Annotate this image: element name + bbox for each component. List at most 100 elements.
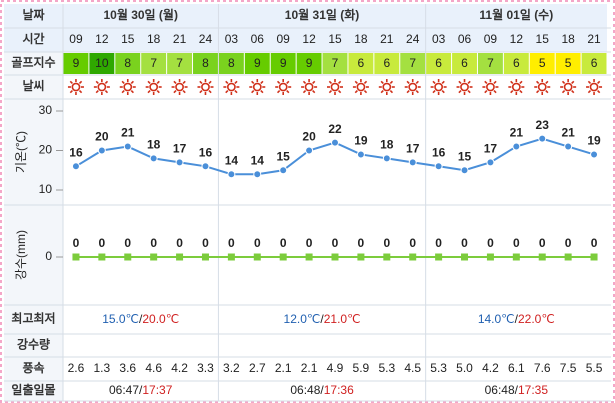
value-label: 0 [254, 236, 261, 250]
sun-ray [380, 89, 384, 94]
time-label: 09 [277, 32, 291, 46]
sun-times: 06:47/17:37 [109, 383, 173, 397]
golf-index: 6 [435, 56, 442, 70]
row-label: 시간 [22, 31, 44, 46]
sun-ray [251, 89, 255, 94]
min-max: 12.0℃/21.0℃ [284, 312, 361, 326]
sun-icon [430, 79, 447, 95]
golf-cell [400, 53, 426, 74]
time-label: 21 [380, 32, 394, 46]
sun-core [563, 82, 573, 92]
row-label: 풍속 [22, 361, 44, 375]
sun-ray [130, 80, 134, 85]
max-temp: 22.0℃ [518, 312, 555, 326]
golf-index: 5 [539, 56, 546, 70]
value-label: 0 [487, 236, 494, 250]
point [253, 170, 262, 179]
sunset: 17:37 [142, 383, 172, 397]
sun-ray [182, 80, 186, 85]
row-label: 일출일몰 [11, 382, 55, 397]
row-label: 골프지수 [11, 55, 55, 70]
sun-ray [312, 89, 316, 94]
time-label: 18 [354, 32, 368, 46]
value-label: 0 [591, 236, 598, 250]
sun-ray [597, 89, 601, 94]
wind-value: 5.3 [378, 361, 395, 375]
day-label: 11월 01일 (수) [479, 7, 553, 22]
point [305, 253, 313, 261]
row-label: 최고최저 [11, 311, 55, 326]
min-temp: 14.0℃ [478, 312, 515, 326]
sun-core [434, 82, 444, 92]
golf-cell [426, 53, 452, 74]
sun-core [486, 82, 495, 92]
point [538, 134, 547, 143]
sun-ray [156, 89, 160, 94]
sun-core [123, 82, 133, 92]
sun-ray [182, 89, 186, 94]
value-label: 20 [95, 130, 109, 144]
sunrise: 06:48 [485, 383, 515, 397]
sun-ray [337, 80, 342, 85]
point [253, 253, 261, 261]
golf-cell [296, 53, 322, 74]
separator: / [139, 312, 143, 326]
golf-index: 6 [513, 56, 520, 70]
wind-value: 4.9 [327, 361, 344, 375]
wind-value: 2.7 [249, 361, 266, 375]
golf-cell [529, 53, 555, 74]
sun-icon [508, 79, 525, 95]
sun-icon [352, 79, 369, 95]
sun-core [97, 82, 107, 92]
golf-cell [374, 53, 400, 74]
sun-ray [260, 80, 264, 85]
value-label: 18 [147, 138, 161, 152]
golf-cell [270, 53, 296, 74]
sun-ray [354, 89, 358, 94]
point [71, 162, 80, 171]
point [227, 253, 235, 261]
point [512, 253, 520, 261]
sun-icon [301, 79, 318, 95]
point [408, 158, 417, 167]
point [331, 253, 339, 261]
sun-icon [67, 79, 84, 95]
point [149, 154, 158, 163]
point [150, 253, 158, 261]
wind-value: 5.5 [586, 361, 603, 375]
value-label: 0 [383, 236, 390, 250]
sun-ray [587, 89, 592, 94]
time-label: 06 [458, 32, 472, 46]
y-axis-label: 기온(℃) [14, 131, 28, 173]
separator: / [139, 383, 143, 397]
point [512, 142, 521, 151]
sun-ray [78, 89, 83, 94]
sun-core [382, 82, 392, 92]
sun-icon [223, 79, 240, 95]
sun-ray [389, 80, 394, 85]
sun-ray [571, 89, 575, 94]
value-label: 15 [277, 149, 291, 163]
point [461, 253, 469, 261]
sun-ray [156, 80, 160, 85]
sun-ray [493, 80, 497, 85]
golf-cell [555, 53, 581, 74]
sun-core [460, 82, 469, 92]
value-label: 0 [306, 236, 313, 250]
point [201, 253, 209, 261]
value-label: 0 [435, 236, 442, 250]
golf-cell [115, 53, 141, 74]
time-label: 12 [302, 32, 316, 46]
sun-ray [561, 80, 566, 85]
sun-ray [234, 80, 238, 85]
sun-ray [441, 89, 445, 94]
sun-ray [519, 89, 523, 94]
wind-value: 4.2 [171, 361, 188, 375]
time-label: 15 [328, 32, 342, 46]
point [279, 166, 288, 175]
sun-core [252, 82, 262, 92]
wind-value: 4.2 [482, 361, 499, 375]
golf-index: 6 [461, 56, 468, 70]
sun-icon [171, 79, 188, 95]
value-label: 21 [561, 126, 575, 140]
